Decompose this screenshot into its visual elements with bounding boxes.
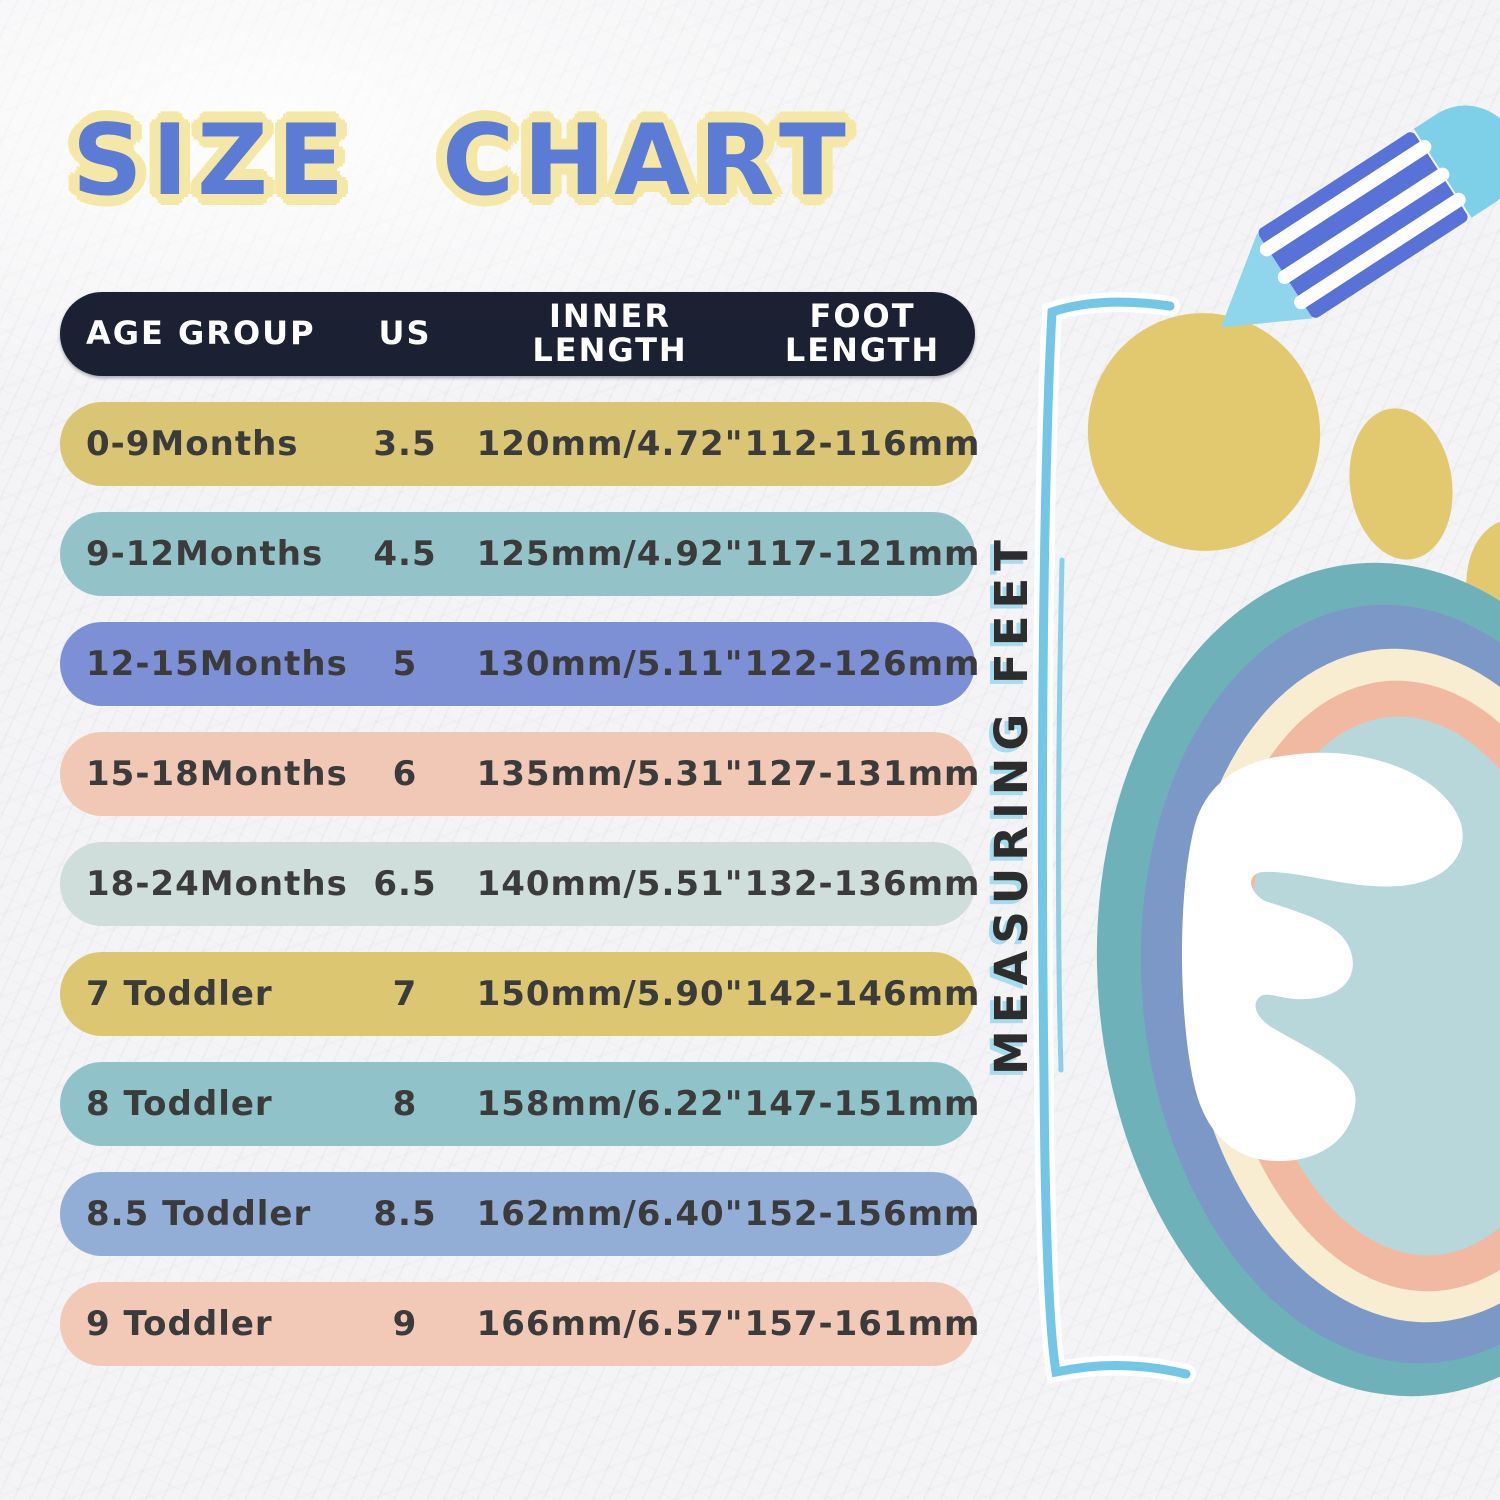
- table-header-row: AGE GROUP US INNER LENGTH FOOT LENGTH: [60, 292, 975, 376]
- inner-length-cell: 130mm/5.11": [476, 644, 744, 684]
- table-row: 0-9Months 3.5 120mm/4.72" 112-116mm: [60, 402, 979, 486]
- measuring-feet-label: MEASURING FEET: [985, 533, 1038, 1075]
- table-row: 18-24Months 6.5 140mm/5.51" 132-136mm: [60, 842, 979, 926]
- table-body: 0-9Months 3.5 120mm/4.72" 112-116mm 9-12…: [60, 402, 979, 1366]
- header-us-size: US: [378, 314, 432, 353]
- age-group-cell: 9 Toddler: [86, 1304, 273, 1344]
- age-group-cell: 18-24Months: [86, 864, 348, 904]
- inner-length-cell: 140mm/5.51": [476, 864, 744, 904]
- inner-length-cell: 120mm/4.72": [476, 424, 744, 464]
- age-group-cell: 9-12Months: [86, 534, 324, 574]
- us-size-cell: 8: [392, 1084, 418, 1124]
- header-foot-length: FOOT LENGTH: [784, 297, 941, 369]
- table-row: 15-18Months 6 135mm/5.31" 127-131mm: [60, 732, 979, 816]
- foot-length-cell: 132-136mm: [744, 864, 981, 904]
- footprint-big-toe: [1065, 291, 1343, 573]
- us-size-cell: 7: [392, 974, 418, 1014]
- table-row: 7 Toddler 7 150mm/5.90" 142-146mm: [60, 952, 979, 1036]
- us-size-cell: 8.5: [373, 1194, 437, 1234]
- age-group-cell: 0-9Months: [86, 424, 299, 464]
- inner-length-cell: 135mm/5.31": [476, 754, 744, 794]
- foot-length-cell: 112-116mm: [744, 424, 981, 464]
- foot-length-cell: 127-131mm: [744, 754, 981, 794]
- header-age-group: AGE GROUP: [86, 314, 316, 353]
- foot-length-cell: 157-161mm: [744, 1304, 981, 1344]
- age-group-cell: 12-15Months: [86, 644, 348, 684]
- table-row: 9-12Months 4.5 125mm/4.92" 117-121mm: [60, 512, 979, 596]
- inner-length-cell: 162mm/6.40": [476, 1194, 744, 1234]
- table-row: 9 Toddler 9 166mm/6.57" 157-161mm: [60, 1282, 979, 1366]
- inner-length-cell: 166mm/6.57": [476, 1304, 744, 1344]
- size-table: AGE GROUP US INNER LENGTH FOOT LENGTH 0-…: [60, 292, 979, 1366]
- age-group-cell: 7 Toddler: [86, 974, 273, 1014]
- foot-length-cell: 142-146mm: [744, 974, 981, 1014]
- age-group-cell: 8 Toddler: [86, 1084, 273, 1124]
- page-title: SIZE CHART: [72, 104, 855, 218]
- table-row: 8 Toddler 8 158mm/6.22" 147-151mm: [60, 1062, 979, 1146]
- foot-length-cell: 152-156mm: [744, 1194, 981, 1234]
- table-row: 8.5 Toddler 8.5 162mm/6.40" 152-156mm: [60, 1172, 979, 1256]
- foot-length-cell: 122-126mm: [744, 644, 981, 684]
- table-row: 12-15Months 5 130mm/5.11" 122-126mm: [60, 622, 979, 706]
- us-size-cell: 6.5: [373, 864, 437, 904]
- age-group-cell: 8.5 Toddler: [86, 1194, 312, 1234]
- age-group-cell: 15-18Months: [86, 754, 348, 794]
- foot-length-cell: 147-151mm: [744, 1084, 981, 1124]
- us-size-cell: 9: [392, 1304, 418, 1344]
- us-size-cell: 6: [392, 754, 418, 794]
- us-size-cell: 3.5: [373, 424, 437, 464]
- us-size-cell: 5: [392, 644, 418, 684]
- header-inner-length: INNER LENGTH: [532, 297, 688, 369]
- inner-length-cell: 158mm/6.22": [476, 1084, 744, 1124]
- us-size-cell: 4.5: [373, 534, 437, 574]
- foot-length-cell: 117-121mm: [744, 534, 981, 574]
- inner-length-cell: 150mm/5.90": [476, 974, 744, 1014]
- footprint-mid-toe: [1339, 401, 1463, 567]
- pencil-icon: [1187, 85, 1500, 365]
- inner-length-cell: 125mm/4.92": [476, 534, 744, 574]
